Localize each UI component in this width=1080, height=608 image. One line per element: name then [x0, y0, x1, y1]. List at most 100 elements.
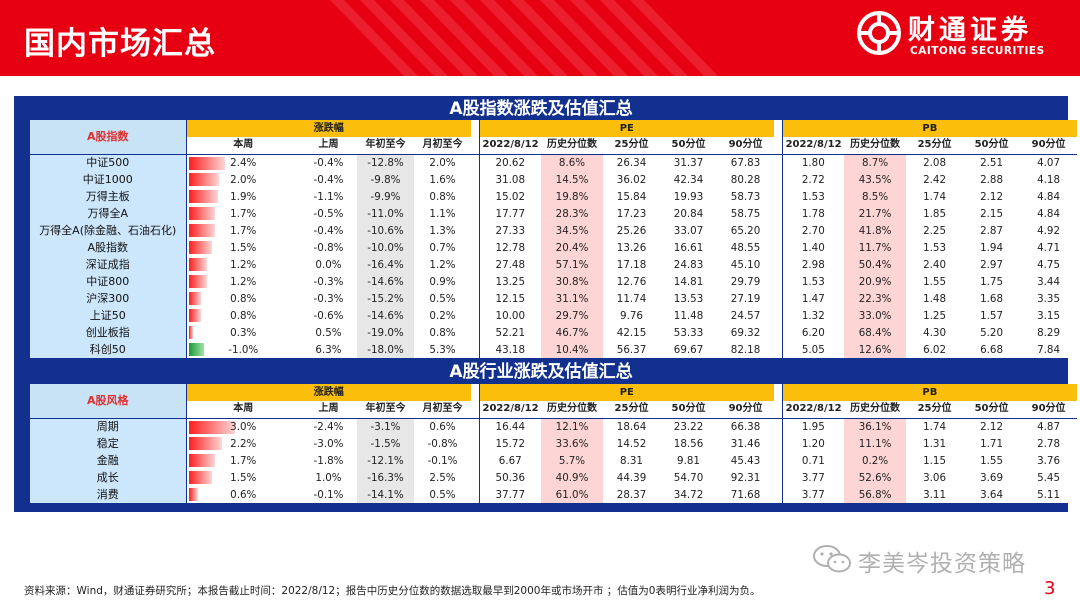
last-week-change: -0.4%	[313, 224, 344, 237]
gap	[774, 222, 783, 239]
pe-p25: 36.02	[616, 173, 647, 186]
brand-name-en: CAITONG SECURITIES	[910, 45, 1045, 57]
pe-percentile: 20.4%	[541, 239, 604, 256]
pe-p90: 24.57	[730, 309, 761, 322]
week-change-bar	[188, 241, 212, 254]
mtd-change: 0.5%	[429, 292, 456, 305]
pb-p25: 1.48	[923, 292, 947, 305]
pe-p25: 9.76	[620, 309, 643, 322]
current-pe: 15.72	[478, 435, 542, 452]
week-change-cell: 1.9%	[186, 188, 300, 205]
gap	[471, 256, 480, 273]
gap	[471, 486, 480, 503]
gap	[774, 486, 783, 503]
col-header: 90分位	[1020, 137, 1078, 155]
week-change-cell: -1.0%	[186, 341, 300, 358]
current-pb: 1.95	[781, 418, 845, 435]
table-row: 科创50 -1.0% 6.3% -18.0% 5.3% 43.18 10.4% 56.37 69…	[30, 341, 1077, 358]
week-change-cell: 0.8%	[186, 307, 300, 324]
last-week-change: -0.5%	[313, 207, 344, 220]
pb-p25: 1.15	[923, 454, 947, 467]
row-name: 万得全A(除金融、石油石化)	[30, 222, 187, 239]
pe-p90: 82.18	[730, 343, 761, 356]
pb-p25: 6.02	[923, 343, 947, 356]
pb-p25: 3.11	[923, 488, 947, 501]
col-header: 50分位	[660, 137, 718, 155]
gap	[774, 171, 783, 188]
pb-p90: 4.87	[1037, 420, 1061, 433]
last-week-change: -2.4%	[313, 420, 344, 433]
week-change-value: 2.4%	[230, 156, 257, 169]
pb-p50: 1.68	[980, 292, 1004, 305]
ytd-change: -12.8%	[357, 154, 414, 171]
pe-p90: 66.38	[730, 420, 761, 433]
table-row: 万得全A(除金融、石油石化) 1.7% -0.4% -10.6% 1.3% 27.33 34…	[30, 222, 1077, 239]
pb-p50: 6.68	[980, 343, 1004, 356]
week-change-cell: 1.5%	[186, 239, 300, 256]
week-change-value: 1.9%	[230, 190, 257, 203]
pe-p90: 80.28	[730, 173, 761, 186]
mtd-change: 2.5%	[429, 471, 456, 484]
week-change-cell: 1.7%	[186, 452, 300, 469]
week-change-value: 1.7%	[230, 224, 257, 237]
pe-p90: 92.31	[730, 471, 761, 484]
last-week-change: -0.3%	[313, 292, 344, 305]
pb-p90: 3.15	[1037, 309, 1061, 322]
table-row: 金融 1.7% -1.8% -12.1% -0.1% 6.67 5.7% 8.31 9.81 45…	[30, 452, 1077, 469]
current-pb: 6.20	[781, 324, 845, 341]
week-change-cell: 1.5%	[186, 469, 300, 486]
last-week-change: 6.3%	[315, 343, 342, 356]
row-name: 成长	[30, 469, 187, 486]
col-header: 90分位	[1020, 401, 1078, 419]
style-section-title: A股行业涨跌及估值汇总	[449, 362, 633, 382]
current-pe: 20.62	[478, 154, 542, 171]
pe-p90: 58.73	[730, 190, 761, 203]
pb-percentile: 12.6%	[844, 341, 907, 358]
mtd-change: 1.2%	[429, 258, 456, 271]
gap	[774, 256, 783, 273]
ytd-change: -11.0%	[357, 205, 414, 222]
pb-percentile: 0.2%	[844, 452, 907, 469]
logo-seal-icon	[857, 11, 901, 55]
pb-p25: 1.74	[923, 420, 947, 433]
pb-p50: 2.97	[980, 258, 1004, 271]
week-change-bar	[188, 173, 220, 186]
gap	[471, 154, 480, 171]
week-change-value: 1.5%	[230, 471, 257, 484]
row-name: 周期	[30, 418, 187, 435]
row-name: 万得主板	[30, 188, 187, 205]
mtd-change: 0.8%	[429, 326, 456, 339]
pe-p50: 18.56	[673, 437, 704, 450]
current-pe: 27.33	[478, 222, 542, 239]
mtd-change: 0.9%	[429, 275, 456, 288]
gap	[471, 239, 480, 256]
pb-p25: 1.25	[923, 309, 947, 322]
table-row: 中证800 1.2% -0.3% -14.6% 0.9% 13.25 30.8% 12.76 1…	[30, 273, 1077, 290]
table-row: 创业板指 0.3% 0.5% -19.0% 0.8% 52.21 46.7% 42.15 53.…	[30, 324, 1077, 341]
pb-p90: 4.71	[1037, 241, 1061, 254]
pe-p25: 15.84	[616, 190, 647, 203]
pe-percentile: 33.6%	[541, 435, 604, 452]
pb-p90: 4.07	[1037, 156, 1061, 169]
pe-p50: 69.67	[673, 343, 704, 356]
col-header: 50分位	[963, 401, 1021, 419]
pb-percentile: 50.4%	[844, 256, 907, 273]
gap	[471, 137, 480, 155]
col-header: 历史分位数	[844, 137, 907, 155]
week-change-value: 0.3%	[230, 326, 257, 339]
week-change-value: 1.7%	[230, 207, 257, 220]
week-change-bar	[188, 326, 194, 339]
pb-p90: 3.35	[1037, 292, 1061, 305]
row-name: 中证800	[30, 273, 187, 290]
table-row: 中证500 2.4% -0.4% -12.8% 2.0% 20.62 8.6% 26.34 31…	[30, 154, 1077, 171]
pe-percentile: 34.5%	[541, 222, 604, 239]
week-change-value: 3.0%	[230, 420, 257, 433]
col-header: 2022/8/12	[478, 401, 542, 419]
pe-percentile: 19.8%	[541, 188, 604, 205]
gap	[774, 273, 783, 290]
gap	[471, 384, 480, 401]
col-header: 本周	[186, 401, 300, 419]
col-header: 年初至今	[357, 137, 414, 155]
pb-p50: 1.55	[980, 454, 1004, 467]
pb-p90: 2.78	[1037, 437, 1061, 450]
